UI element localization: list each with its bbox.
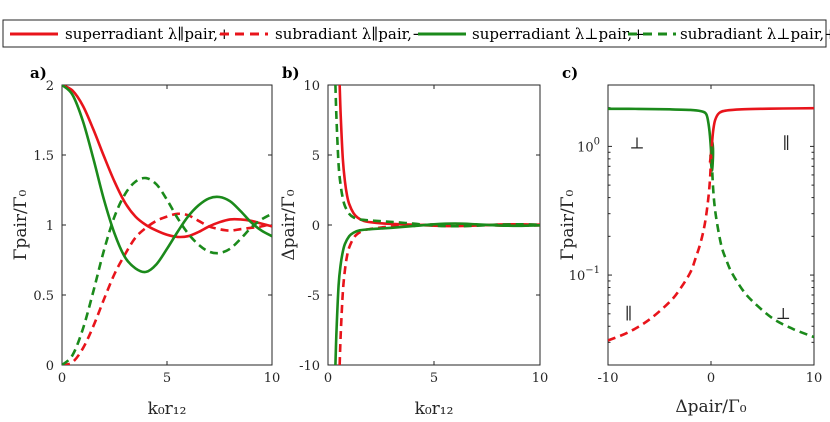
y-tick-label: 10 [303, 79, 320, 94]
series-line-3 [62, 176, 272, 365]
series-line-0 [608, 107, 715, 172]
legend-label-3: subradiant λ⊥pair,+ [680, 25, 830, 43]
panel-a-label: a) [30, 64, 47, 82]
x-tick-label: 10 [264, 371, 281, 386]
legend-label-2: superradiant λ⊥pair,+ [472, 25, 645, 43]
panel-c-label: c) [562, 64, 578, 82]
panel-a: a) 0 5 10 0 0.5 1 1.5 2 k₀r₁₂ Γpair/Γ₀ [11, 64, 280, 419]
x-tick-label: 5 [430, 371, 438, 386]
panel-c-ylabel: Γpair/Γ₀ [558, 189, 578, 260]
panel-c-annotations: ⊥ ∥ ∥ ⊥ [625, 134, 791, 323]
panel-b: b) 0 5 10 -10 -5 0 5 10 k₀r₁₂ Δpair/Γ₀ [279, 64, 548, 419]
panel-c-xlabel: Δpair/Γ₀ [675, 397, 746, 417]
series-line-1 [708, 106, 814, 163]
x-tick-label: 0 [58, 371, 66, 386]
y-tick-label: 0.5 [33, 289, 54, 304]
panel-a-ticks: 0 5 10 0 0.5 1 1.5 2 [33, 79, 280, 386]
y-tick-label: 100 [577, 136, 600, 155]
y-tick-label: 5 [312, 149, 320, 164]
series-line-2 [608, 146, 714, 342]
annotation-0: ⊥ [629, 134, 644, 153]
y-tick-label: 2 [46, 79, 54, 94]
y-tick-label: 1.5 [33, 149, 54, 164]
legend: superradiant λ∥pair,+ subradiant λ∥pair,… [2, 19, 830, 48]
x-tick-label: -10 [598, 371, 619, 386]
series-line-0 [62, 85, 272, 239]
panel-c-ticks: -10 0 10 10−1 100 [569, 84, 823, 386]
x-tick-label: 0 [707, 371, 715, 386]
annotation-2: ∥ [625, 304, 632, 323]
series-line-1 [62, 212, 272, 365]
series-line-0 [338, 85, 540, 228]
series-line-3 [334, 85, 540, 228]
panel-a-ylabel: Γpair/Γ₀ [11, 189, 31, 260]
annotation-1: ∥ [782, 134, 789, 153]
series-line-3 [710, 146, 814, 339]
y-tick-label: 0 [312, 219, 320, 234]
panel-b-ylabel: Δpair/Γ₀ [279, 189, 299, 260]
series-line-2 [334, 222, 540, 365]
panel-b-ticks: 0 5 10 -10 -5 0 5 10 [299, 79, 548, 386]
y-tick-label: -10 [299, 359, 320, 374]
annotation-3: ⊥ [776, 304, 791, 323]
y-tick-label: 1 [46, 219, 54, 234]
panel-c-lines [608, 106, 814, 342]
series-line-2 [62, 85, 272, 274]
panel-a-lines [62, 85, 272, 365]
x-tick-label: 0 [324, 371, 332, 386]
legend-box [2, 19, 827, 48]
panel-a-xlabel: k₀r₁₂ [148, 399, 187, 419]
x-tick-label: 10 [806, 371, 823, 386]
legend-label-0: superradiant λ∥pair,+ [65, 25, 231, 43]
x-tick-label: 10 [532, 371, 549, 386]
panel-c: c) -10 0 10 10−1 100 ⊥ ∥ ∥ ⊥ Δpair/Γ₀ Γpair/Γ₀ [558, 64, 822, 417]
y-tick-label: 0 [46, 359, 54, 374]
panel-b-label: b) [282, 64, 300, 82]
legend-label-1: subradiant λ∥pair,− [275, 25, 425, 43]
series-line-1 [338, 222, 540, 365]
panel-b-xlabel: k₀r₁₂ [415, 399, 454, 419]
x-tick-label: 5 [163, 371, 171, 386]
y-tick-label: -5 [307, 289, 320, 304]
panel-b-lines [334, 85, 540, 365]
y-tick-label: 10−1 [569, 265, 600, 284]
